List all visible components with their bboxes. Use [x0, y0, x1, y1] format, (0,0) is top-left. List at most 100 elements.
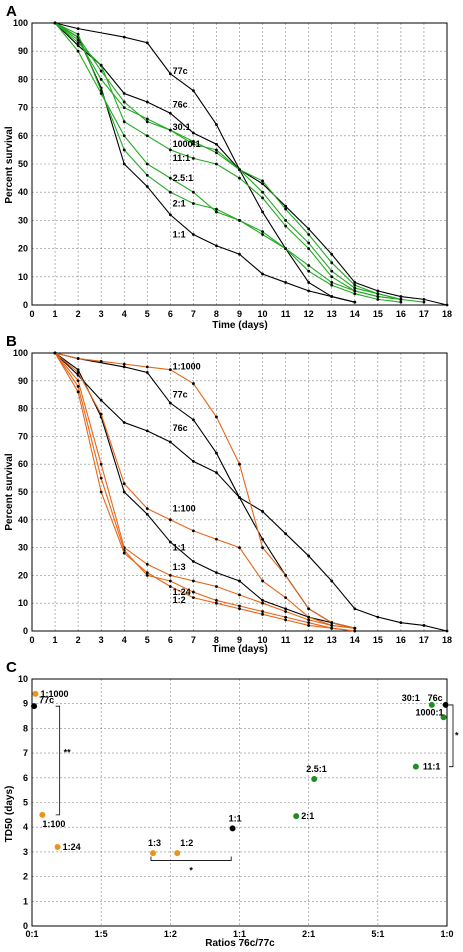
- data-point: [191, 579, 195, 583]
- ytick-label: 50: [18, 487, 28, 497]
- ytick-label: 0: [23, 626, 28, 636]
- data-point: [122, 482, 126, 486]
- data-point: [261, 179, 264, 183]
- xtick-label: 14: [350, 309, 360, 319]
- data-point: [307, 281, 311, 284]
- data-point: [215, 142, 218, 146]
- xtick-label: 18: [442, 309, 452, 319]
- data-point: [238, 219, 241, 222]
- data-point: [261, 601, 264, 605]
- data-point: [122, 134, 126, 138]
- ytick-label: 20: [18, 244, 28, 254]
- data-point: [307, 269, 311, 273]
- xtick-label: 5:1: [371, 929, 384, 939]
- data-point: [191, 560, 195, 563]
- data-point: [76, 390, 80, 394]
- data-point: [376, 289, 380, 293]
- xtick-label: 6: [168, 635, 173, 645]
- data-point: [215, 451, 218, 455]
- data-point: [191, 418, 195, 422]
- series-label: 2.5:1: [173, 173, 194, 183]
- xtick-label: 5: [145, 635, 150, 645]
- xtick-label: 8: [214, 309, 219, 319]
- point-label: 30:1: [402, 693, 420, 703]
- data-point: [238, 462, 241, 466]
- data-point: [261, 233, 264, 236]
- data-point: [238, 252, 241, 256]
- series-label: 77c: [173, 389, 188, 399]
- data-point: [168, 401, 172, 405]
- data-point: [168, 579, 172, 583]
- xtick-label: 12: [304, 309, 314, 319]
- panel-label-a: A: [6, 3, 17, 20]
- data-point: [191, 529, 195, 533]
- data-point: [215, 148, 218, 152]
- series-line-1000-1: [54, 22, 402, 300]
- data-point: [145, 162, 149, 166]
- data-point: [76, 27, 80, 31]
- data-point: [122, 92, 126, 95]
- significance-bracket: [55, 705, 61, 816]
- data-point: [261, 190, 264, 194]
- data-point: [145, 365, 149, 369]
- ytick-label: 3: [23, 847, 28, 857]
- significance-bracket: [150, 856, 232, 861]
- data-point: [76, 379, 80, 383]
- data-point: [168, 585, 172, 588]
- significance-marker: **: [64, 748, 72, 758]
- data-point: [376, 297, 380, 301]
- data-point: [353, 283, 357, 287]
- data-point: [330, 269, 334, 273]
- data-point: [99, 69, 103, 73]
- data-point: [422, 300, 426, 304]
- data-point: [168, 148, 172, 152]
- data-point: [261, 599, 264, 602]
- data-point: [353, 289, 357, 293]
- point-label: 1000:1: [416, 707, 444, 717]
- yaxis-label-a: Percent survival: [4, 126, 15, 203]
- point-label: 1:3: [148, 838, 161, 848]
- data-point: [191, 590, 195, 594]
- ytick-label: 7: [23, 748, 28, 758]
- data-point: [399, 621, 403, 625]
- panel-b: B 0 1 2 3 4 5 6 7 8 9 10 11 12 13 14 15 16 17 180102030405…: [4, 333, 452, 655]
- series-label: 1:1: [173, 542, 186, 552]
- data-point: [330, 283, 334, 287]
- data-point: [445, 303, 449, 307]
- data-point: [307, 289, 311, 293]
- data-point: [215, 244, 218, 248]
- data-point: [307, 264, 311, 267]
- data-point: [422, 624, 426, 627]
- scatter-point: [39, 811, 46, 818]
- xaxis-label-b: Time (days): [212, 644, 267, 655]
- data-point: [122, 100, 126, 104]
- data-point: [145, 574, 149, 577]
- data-point: [122, 362, 126, 366]
- ytick-label: 2: [23, 872, 28, 882]
- data-point: [238, 607, 241, 611]
- xtick-label: 13: [327, 309, 337, 319]
- data-point: [99, 92, 103, 95]
- data-point: [238, 579, 241, 583]
- data-point: [145, 507, 149, 511]
- ytick-label: 5: [23, 798, 28, 808]
- point-label: 2:1: [301, 811, 314, 821]
- scatter-point: [54, 843, 61, 850]
- data-point: [122, 365, 126, 369]
- data-point: [284, 204, 288, 208]
- panel-c: C 0:1 1:5 1:2 1:1 2:1 5:1 1:0012345678910****1…: [4, 659, 459, 949]
- data-point: [422, 297, 426, 301]
- data-point: [53, 21, 57, 25]
- data-point: [399, 295, 403, 298]
- xtick-label: 8: [214, 635, 219, 645]
- series-label: 1000:1: [173, 139, 201, 149]
- data-point: [376, 292, 380, 296]
- series-line-1-100: [54, 352, 355, 629]
- series-line-2-1: [54, 22, 401, 303]
- data-point: [261, 546, 264, 549]
- series-label: 1:1000: [173, 362, 201, 372]
- data-point: [99, 412, 103, 416]
- data-point: [168, 540, 172, 544]
- data-point: [284, 207, 288, 211]
- data-point: [168, 213, 172, 217]
